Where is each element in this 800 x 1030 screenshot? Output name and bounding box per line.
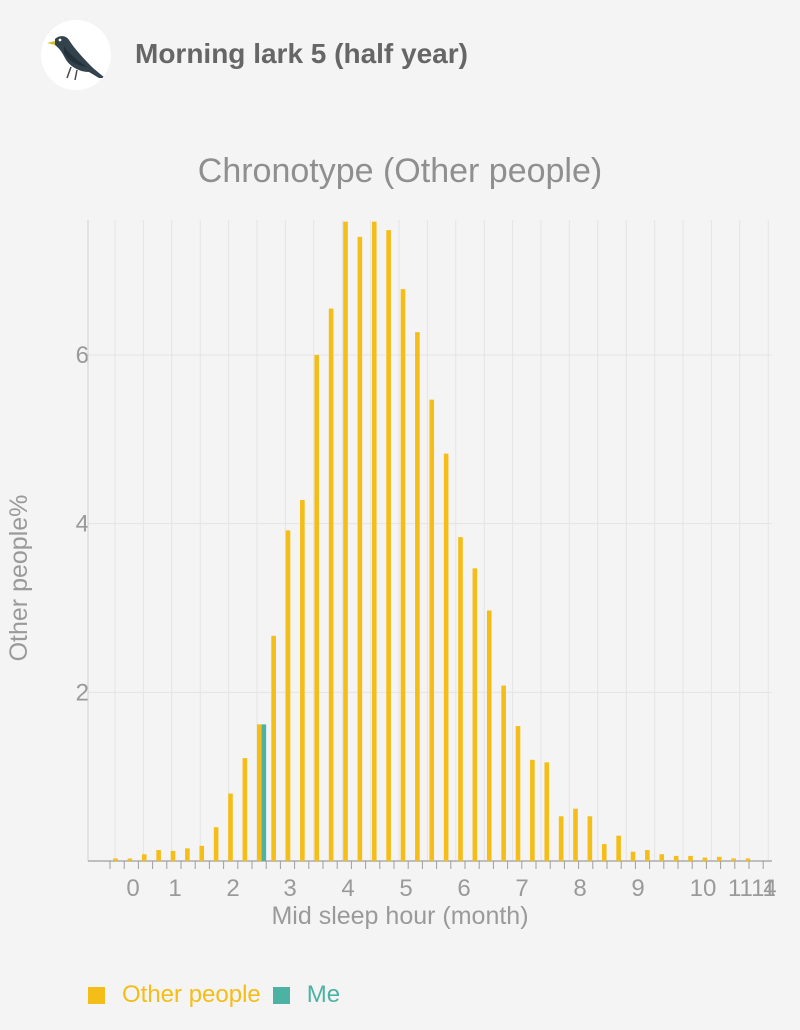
- bar-other-people: [472, 568, 478, 861]
- bar-other-people: [256, 724, 262, 861]
- bar-other-people: [371, 221, 377, 862]
- bar-other-people: [443, 453, 449, 861]
- bar-other-people: [343, 221, 348, 862]
- bar-other-people: [400, 289, 406, 861]
- x-tick-label: 4: [341, 875, 354, 902]
- bar-other-people: [113, 858, 118, 861]
- x-tick-label: 0: [126, 875, 139, 902]
- bar-other-people: [702, 857, 708, 861]
- app-header: Morning lark 5 (half year): [0, 0, 800, 110]
- bar-other-people: [429, 399, 435, 861]
- bar-other-people: [587, 816, 593, 861]
- x-tick-label: 6: [457, 875, 470, 902]
- x-tick-label: 9: [631, 875, 644, 902]
- legend-swatch-me: [272, 986, 290, 1004]
- bar-other-people: [141, 854, 147, 861]
- bar-other-people: [501, 685, 506, 861]
- bar-other-people: [630, 851, 636, 861]
- y-tick-label: 4: [76, 511, 89, 538]
- bar-other-people: [558, 816, 564, 861]
- bar-other-people: [199, 845, 205, 861]
- x-tick-label: 7: [515, 875, 528, 902]
- y-axis-title: Other people%: [5, 495, 33, 662]
- bar-other-people: [530, 759, 535, 861]
- bar-other-people: [285, 530, 291, 861]
- chart-title: Chronotype (Other people): [197, 152, 603, 190]
- bar-other-people: [745, 858, 751, 861]
- legend-item-me[interactable]: Me: [272, 981, 341, 1009]
- bar-other-people: [170, 850, 176, 861]
- bar-other-people: [486, 610, 492, 861]
- bar-other-people: [601, 844, 607, 861]
- bar-other-people: [357, 236, 363, 862]
- legend: Other people Me: [88, 980, 352, 1010]
- y-tick-label: 6: [76, 342, 89, 369]
- x-tick-label: 10: [690, 875, 717, 902]
- bar-other-people: [573, 808, 578, 861]
- bar-other-people: [213, 827, 219, 861]
- bar-other-people: [731, 858, 736, 861]
- bar-other-people: [645, 850, 650, 861]
- bar-other-people: [314, 354, 320, 861]
- app-title: Morning lark 5 (half year): [135, 38, 468, 69]
- y-tick-label: 2: [76, 679, 89, 706]
- bar-me: [261, 724, 267, 861]
- legend-swatch-other: [88, 986, 105, 1004]
- x-tick-label: 3: [283, 875, 296, 902]
- bar-other-people: [688, 855, 693, 861]
- avatar[interactable]: [41, 20, 111, 90]
- blackbird-icon: [47, 36, 105, 81]
- bar-other-people: [616, 835, 621, 861]
- bar-other-people: [300, 500, 305, 861]
- bar-other-people: [659, 854, 665, 861]
- legend-label-other: Other people: [122, 981, 261, 1008]
- legend-label-me: Me: [306, 981, 341, 1008]
- bar-other-people: [228, 793, 233, 861]
- bar-other-people: [716, 856, 722, 861]
- x-tick-label: 1: [168, 875, 181, 902]
- bar-other-people: [271, 635, 276, 861]
- x-tick-label: 1111: [728, 875, 776, 902]
- bar-other-people: [515, 726, 521, 861]
- bar-other-people: [242, 758, 248, 861]
- bar-other-people: [386, 230, 391, 862]
- bar-other-people: [544, 762, 550, 861]
- bar-other-people: [328, 308, 334, 861]
- bar-other-people: [415, 332, 420, 861]
- legend-item-other[interactable]: Other people: [88, 981, 261, 1009]
- x-tick-label: 4: [763, 875, 776, 902]
- x-tick-label: 2: [226, 875, 239, 902]
- bar-other-people: [185, 848, 190, 861]
- x-axis-title: Mid sleep hour (month): [271, 902, 528, 930]
- x-tick-label: 5: [399, 875, 412, 902]
- bar-other-people: [127, 858, 133, 861]
- bar-other-people: [156, 850, 161, 861]
- bar-other-people: [458, 537, 463, 861]
- bar-other-people: [673, 855, 679, 861]
- x-tick-label: 8: [573, 875, 586, 902]
